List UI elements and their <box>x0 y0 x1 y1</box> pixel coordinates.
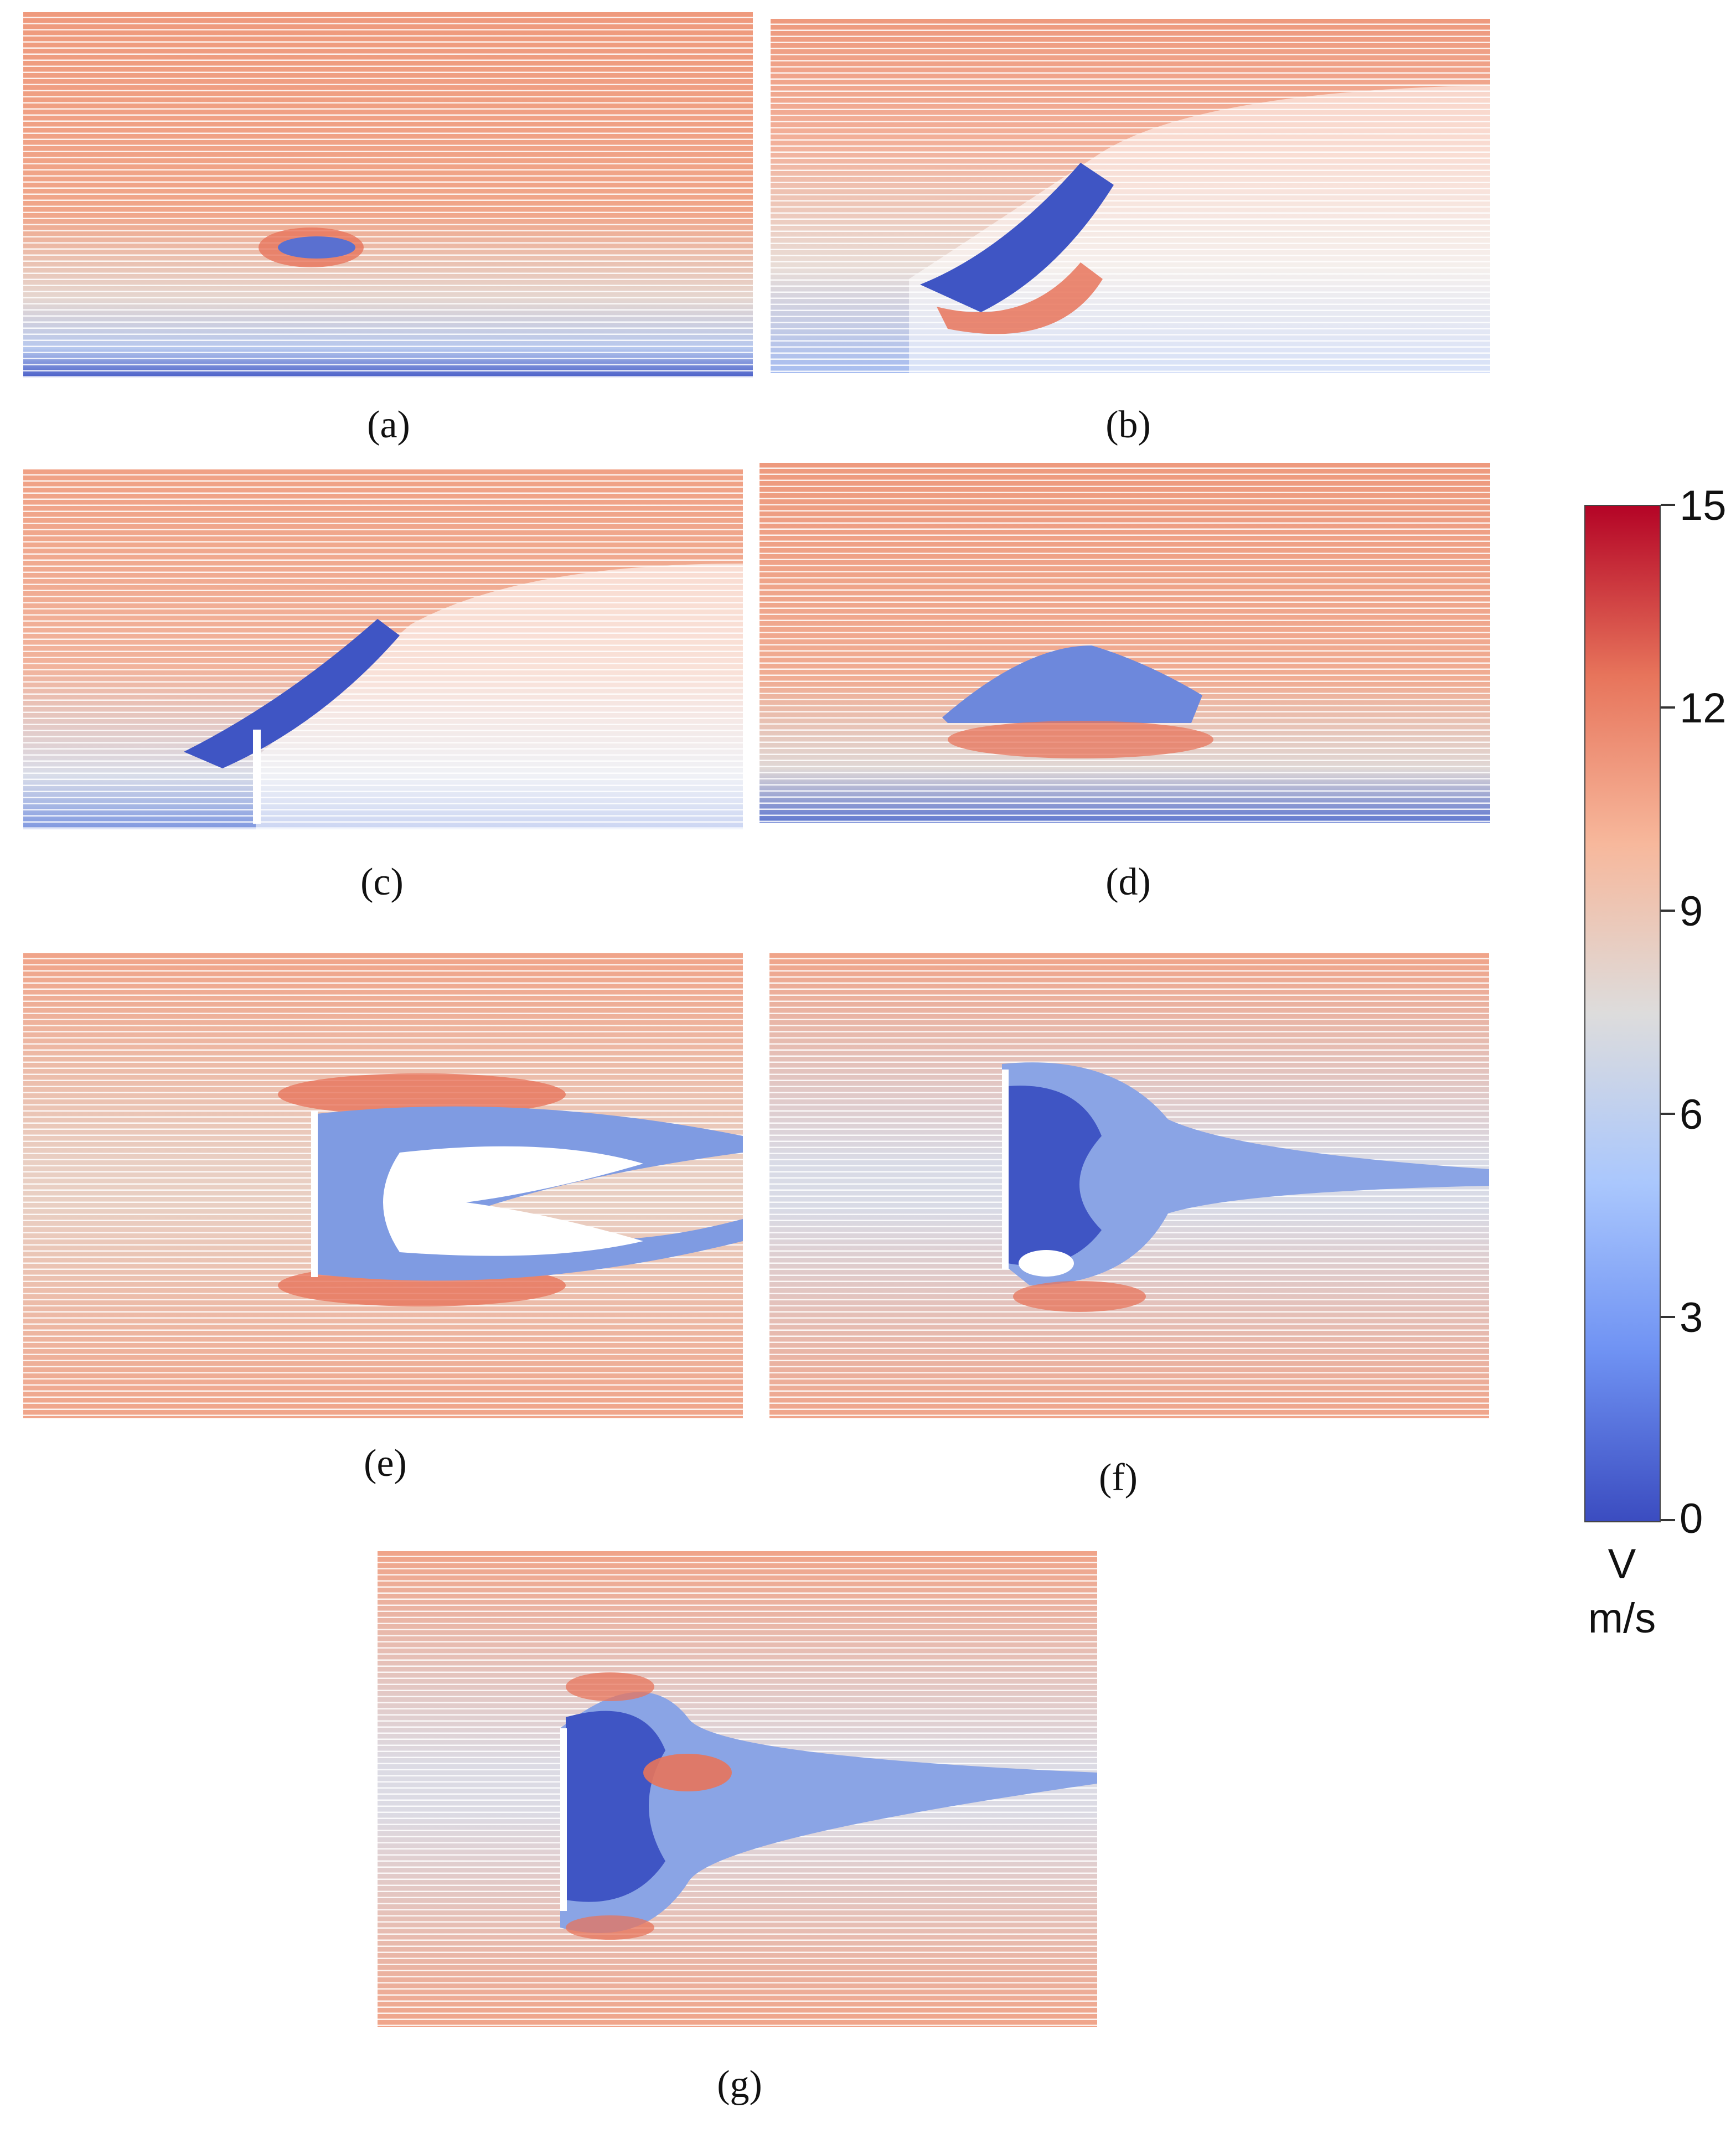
inclined-separation-bubble <box>184 619 400 768</box>
turbine-tower <box>253 730 261 824</box>
colorbar-tick <box>1661 706 1675 709</box>
colorbar-tick <box>1661 1519 1675 1521</box>
panel-c-streamlines <box>23 469 743 829</box>
colorbar-tick-label: 15 <box>1680 482 1727 529</box>
panel-d-streamlines <box>760 463 1490 823</box>
caption-e: (e) <box>364 1442 407 1485</box>
panel-f-streamlines <box>769 953 1489 1418</box>
caption-a: (a) <box>367 404 410 446</box>
panel-g-plot <box>378 1551 1097 2027</box>
panel-e-plot <box>23 953 743 1418</box>
caption-b: (b) <box>1105 404 1151 446</box>
panel-e-streamlines <box>23 953 743 1418</box>
colorbar-tick-label: 12 <box>1680 685 1727 732</box>
panel-b-streamlines <box>771 19 1490 373</box>
rotor-disc <box>311 1111 318 1277</box>
panel-f-plot <box>769 953 1489 1418</box>
caption-f: (f) <box>1099 1456 1138 1499</box>
caption-g: (g) <box>717 2063 762 2106</box>
panel-g-streamlines <box>378 1551 1097 2027</box>
separation-bubble <box>278 236 355 259</box>
panel-c-plot <box>23 469 743 829</box>
colorbar-tick <box>1661 504 1675 506</box>
colorbar-tick <box>1661 910 1675 912</box>
panel-b-plot <box>771 19 1490 373</box>
colorbar-tick <box>1661 1113 1675 1115</box>
panel-a-streamlines <box>23 12 753 378</box>
caption-c: (c) <box>360 861 404 903</box>
colorbar-unit: m/s <box>1588 1595 1656 1642</box>
colorbar-tick-label: 9 <box>1680 888 1703 935</box>
colorbar-tick <box>1661 1316 1675 1318</box>
colorbar-tick-label: 3 <box>1680 1294 1703 1341</box>
inclined-separation-bubble <box>920 163 1114 312</box>
wake-region <box>1002 1062 1489 1285</box>
velocity-colorbar <box>1584 505 1661 1522</box>
colorbar-variable: V <box>1608 1541 1636 1588</box>
wake-region <box>560 1692 1097 1933</box>
caption-d: (d) <box>1105 861 1151 903</box>
rotor-disc <box>1002 1070 1009 1269</box>
panel-a-plot <box>23 12 753 378</box>
rotor-disc <box>560 1728 567 1911</box>
colorbar-tick-label: 6 <box>1680 1091 1703 1138</box>
separation-bubble <box>942 645 1202 723</box>
panel-d-plot <box>760 463 1490 823</box>
colorbar-tick-label: 0 <box>1680 1495 1703 1542</box>
